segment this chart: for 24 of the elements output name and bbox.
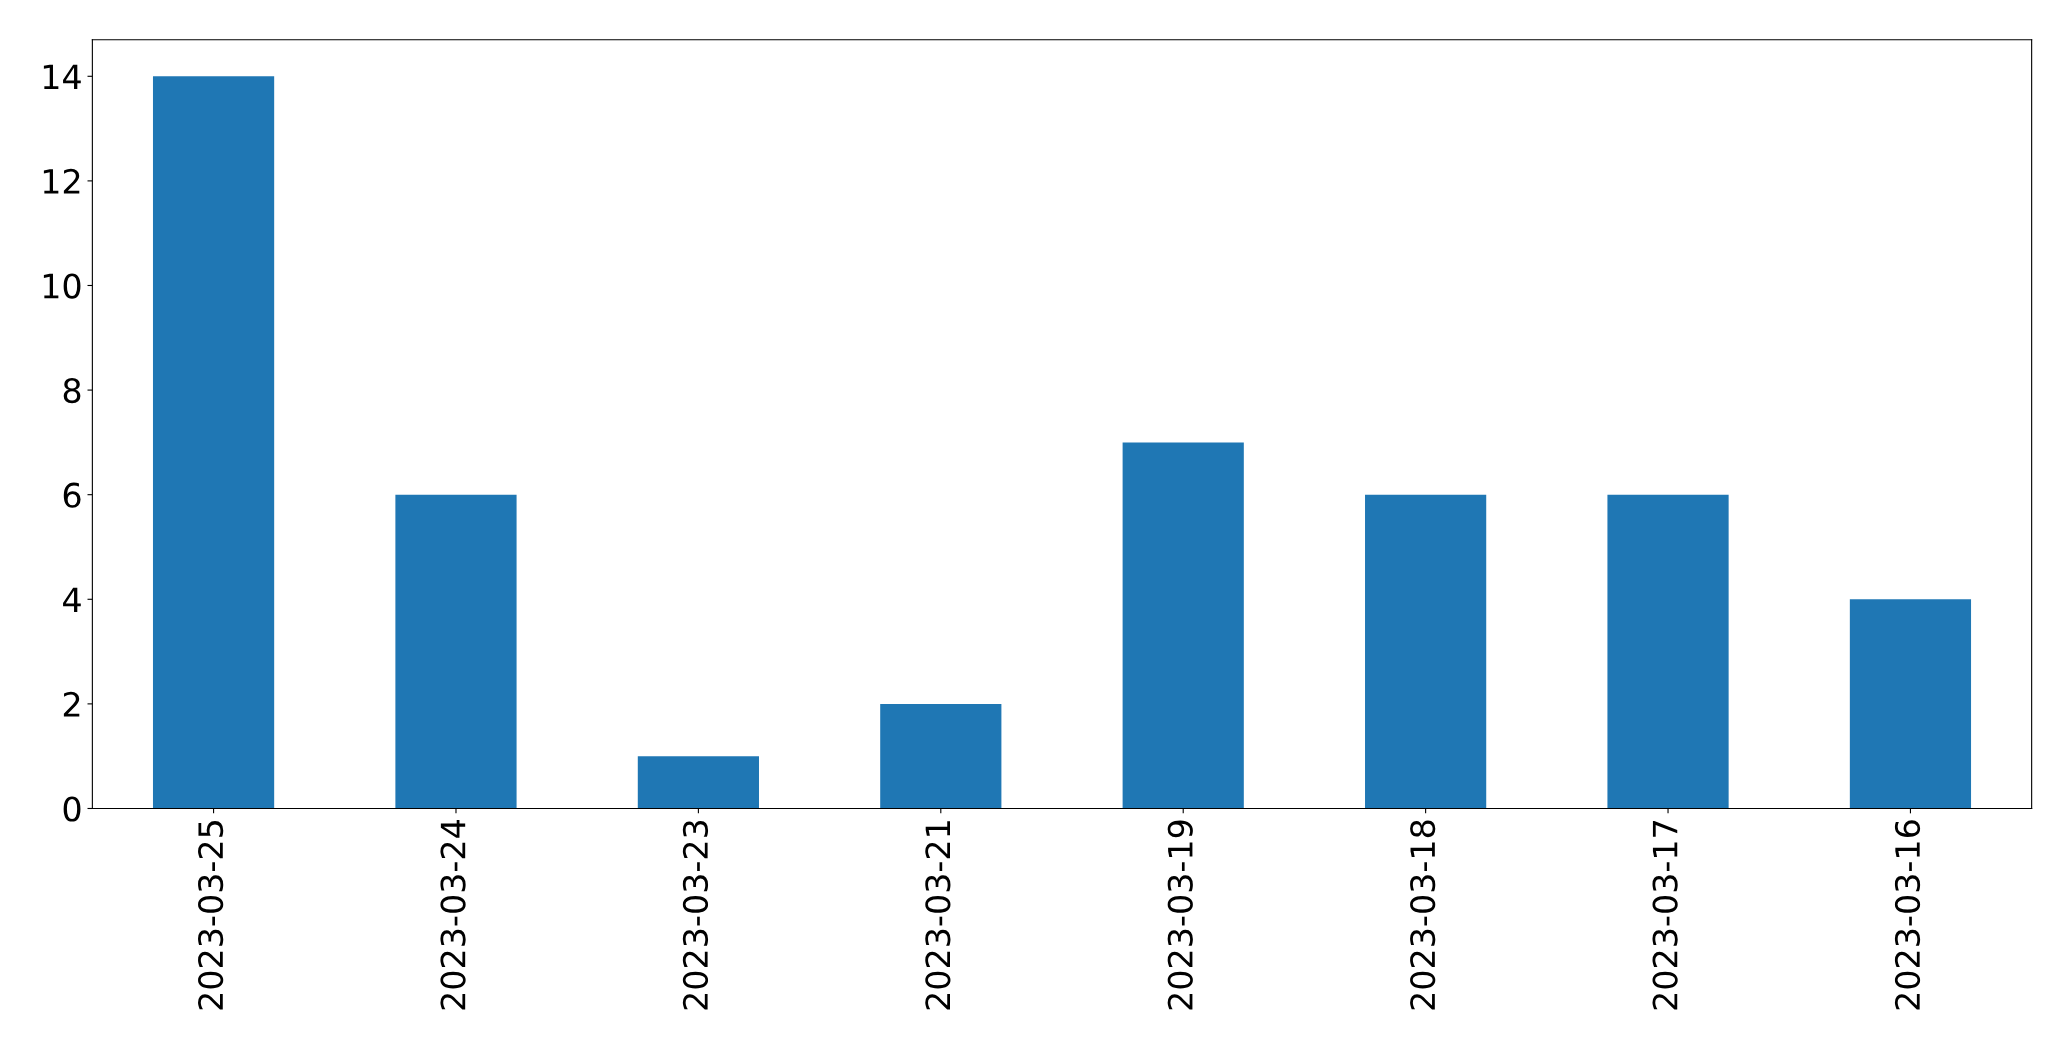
bar: [152, 76, 275, 809]
y-tick-label: 4: [63, 587, 81, 612]
y-tick-label: 8: [63, 378, 81, 404]
bar: [1365, 494, 1487, 809]
y-tick-label: 2: [63, 691, 80, 717]
y-tick-label: 12: [43, 168, 80, 194]
bar: [395, 494, 517, 809]
x-tick-label: 2023-03-16: [1894, 820, 1921, 1010]
bar: [637, 756, 759, 809]
y-tick-label: 6: [63, 482, 81, 508]
y-tick-label: 0: [63, 796, 81, 822]
y-tick-label: 14: [43, 64, 81, 89]
x-tick-label: 2023-03-18: [1410, 820, 1436, 1010]
x-tick-label: 2023-03-21: [925, 821, 951, 1010]
bar: [1122, 442, 1244, 809]
x-tick-label: 2023-03-19: [1167, 820, 1193, 1010]
bar: [1849, 599, 1972, 809]
x-tick-label: 2023-03-23: [682, 820, 709, 1010]
x-tick-label: 2023-03-25: [198, 821, 224, 1010]
bar: [880, 703, 1002, 809]
x-tick-label: 2023-03-17: [1652, 821, 1678, 1010]
y-tick-label: 10: [43, 273, 81, 299]
x-tick-label: 2023-03-24: [440, 820, 466, 1010]
bar: [1607, 494, 1729, 809]
